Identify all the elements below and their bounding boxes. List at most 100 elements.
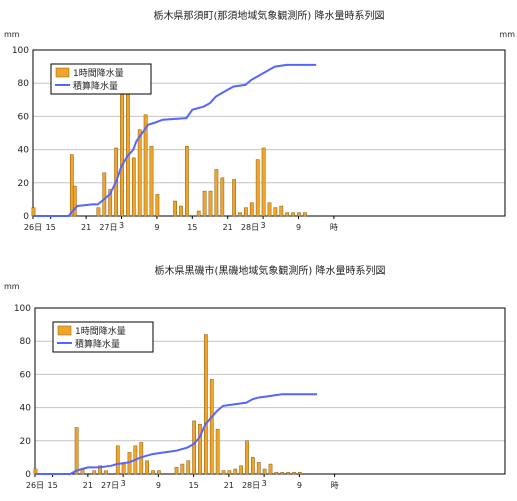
chart-2: 栃木県黒磯市(黒磯地域気象観測所) 降水量時系列図 mm 0 20 40 60 80 100 2… xyxy=(4,264,506,490)
legend-label: 1時間降水量 xyxy=(73,67,124,79)
precip-bar xyxy=(108,189,113,217)
precip-bar xyxy=(98,465,102,475)
precip-bar xyxy=(196,210,201,217)
y-tick-label: 40 xyxy=(18,146,30,156)
precip-bar xyxy=(292,472,296,475)
x-tick-label: 9 xyxy=(154,223,159,232)
precip-bar xyxy=(255,159,260,217)
precip-bar xyxy=(215,428,220,475)
precip-bar xyxy=(273,207,278,217)
x-day-label: 27日 xyxy=(101,481,119,490)
precip-bar xyxy=(143,114,148,217)
precip-bar xyxy=(115,445,120,475)
precip-bar xyxy=(198,423,202,475)
precip-bar xyxy=(268,463,273,475)
precip-bar xyxy=(274,472,279,475)
x-tick-label: 15 xyxy=(48,481,58,490)
y-tick-label: 100 xyxy=(14,304,31,314)
x-tick-label: 3 xyxy=(262,479,267,488)
precip-bar xyxy=(137,129,142,217)
y-unit-left: mm xyxy=(4,30,20,39)
cumulative-line xyxy=(35,393,317,475)
precip-bar xyxy=(221,470,226,475)
x-tick-label: 時 xyxy=(330,223,338,232)
precip-bar xyxy=(227,470,232,475)
cumulative-line xyxy=(33,63,317,217)
x-tick-label: 9 xyxy=(156,481,161,490)
precip-bar xyxy=(232,179,236,217)
precip-bar xyxy=(145,460,149,475)
precip-bar xyxy=(173,200,177,217)
precip-bar xyxy=(285,212,290,217)
x-tick-label: 15 xyxy=(189,481,199,490)
x-day-label: 28日 xyxy=(242,481,260,490)
x-tick-label: 9 xyxy=(296,223,301,232)
precip-bar xyxy=(204,334,208,475)
y-tick-label: 0 xyxy=(23,212,29,222)
x-day-label: 28日 xyxy=(241,223,259,232)
x-tick-label: 26日 xyxy=(24,223,42,232)
y-tick-label: 0 xyxy=(25,470,31,480)
precip-bar xyxy=(298,472,302,475)
chart-title: 栃木県黒磯市(黒磯地域気象観測所) 降水量時系列図 xyxy=(155,264,386,277)
legend-bar-swatch xyxy=(57,325,72,336)
y-unit-right: mm xyxy=(499,30,515,39)
precip-bar xyxy=(180,463,185,475)
x-tick-label: 3 xyxy=(119,221,124,230)
precip-bar xyxy=(249,202,254,217)
precip-bar xyxy=(303,212,307,217)
precip-bar xyxy=(244,207,248,217)
precip-bar xyxy=(202,190,207,217)
precip-bar xyxy=(72,185,77,217)
x-tick-label: 21 xyxy=(224,481,234,490)
y-tick-label: 40 xyxy=(20,404,32,414)
x-tick-label: 時 xyxy=(331,481,339,490)
precip-bar xyxy=(155,194,160,217)
precip-bar xyxy=(174,467,179,475)
precip-bar xyxy=(267,202,272,217)
precip-bar xyxy=(261,147,266,217)
precip-bar xyxy=(245,440,249,475)
x-tick-label: 26日 xyxy=(26,481,44,490)
y-tick-label: 80 xyxy=(18,79,30,89)
precip-bar xyxy=(31,207,36,217)
precip-bar xyxy=(192,420,196,475)
precip-bar xyxy=(297,212,301,217)
legend-bar-swatch xyxy=(55,67,70,78)
x-day-label: 27日 xyxy=(99,223,117,232)
precip-bar xyxy=(279,205,284,217)
precip-bar xyxy=(238,212,242,217)
legend-label: 1時間降水量 xyxy=(75,325,126,337)
precip-bar xyxy=(214,169,219,217)
x-tick-label: 9 xyxy=(297,481,302,490)
precip-bar xyxy=(157,470,161,475)
x-tick-label: 15 xyxy=(46,223,56,232)
precip-bar xyxy=(102,172,107,217)
precip-bar xyxy=(286,472,290,475)
precip-bar xyxy=(121,463,126,475)
y-tick-label: 100 xyxy=(12,46,29,56)
precip-bar xyxy=(69,154,74,217)
x-tick-label: 3 xyxy=(261,221,266,230)
y-tick-label: 80 xyxy=(20,337,32,347)
y-tick-label: 20 xyxy=(18,179,30,189)
precip-bar xyxy=(220,177,225,217)
precip-bar xyxy=(209,379,214,475)
x-tick-label: 21 xyxy=(81,223,91,232)
precip-bar xyxy=(239,465,243,475)
precip-bar xyxy=(233,468,238,475)
x-tick-label: 21 xyxy=(83,481,93,490)
x-tick-label: 15 xyxy=(187,223,197,232)
precip-bar xyxy=(256,462,261,475)
precip-bar xyxy=(151,470,155,475)
precip-bar xyxy=(280,472,285,475)
x-tick-label: 21 xyxy=(223,223,233,232)
precip-bar xyxy=(251,457,255,475)
precip-bar xyxy=(185,146,189,217)
y-tick-label: 20 xyxy=(20,437,32,447)
precip-bar xyxy=(186,460,191,475)
precip-bar xyxy=(291,212,295,217)
precip-bar xyxy=(92,470,97,475)
legend-label: 積算降水量 xyxy=(75,338,120,350)
